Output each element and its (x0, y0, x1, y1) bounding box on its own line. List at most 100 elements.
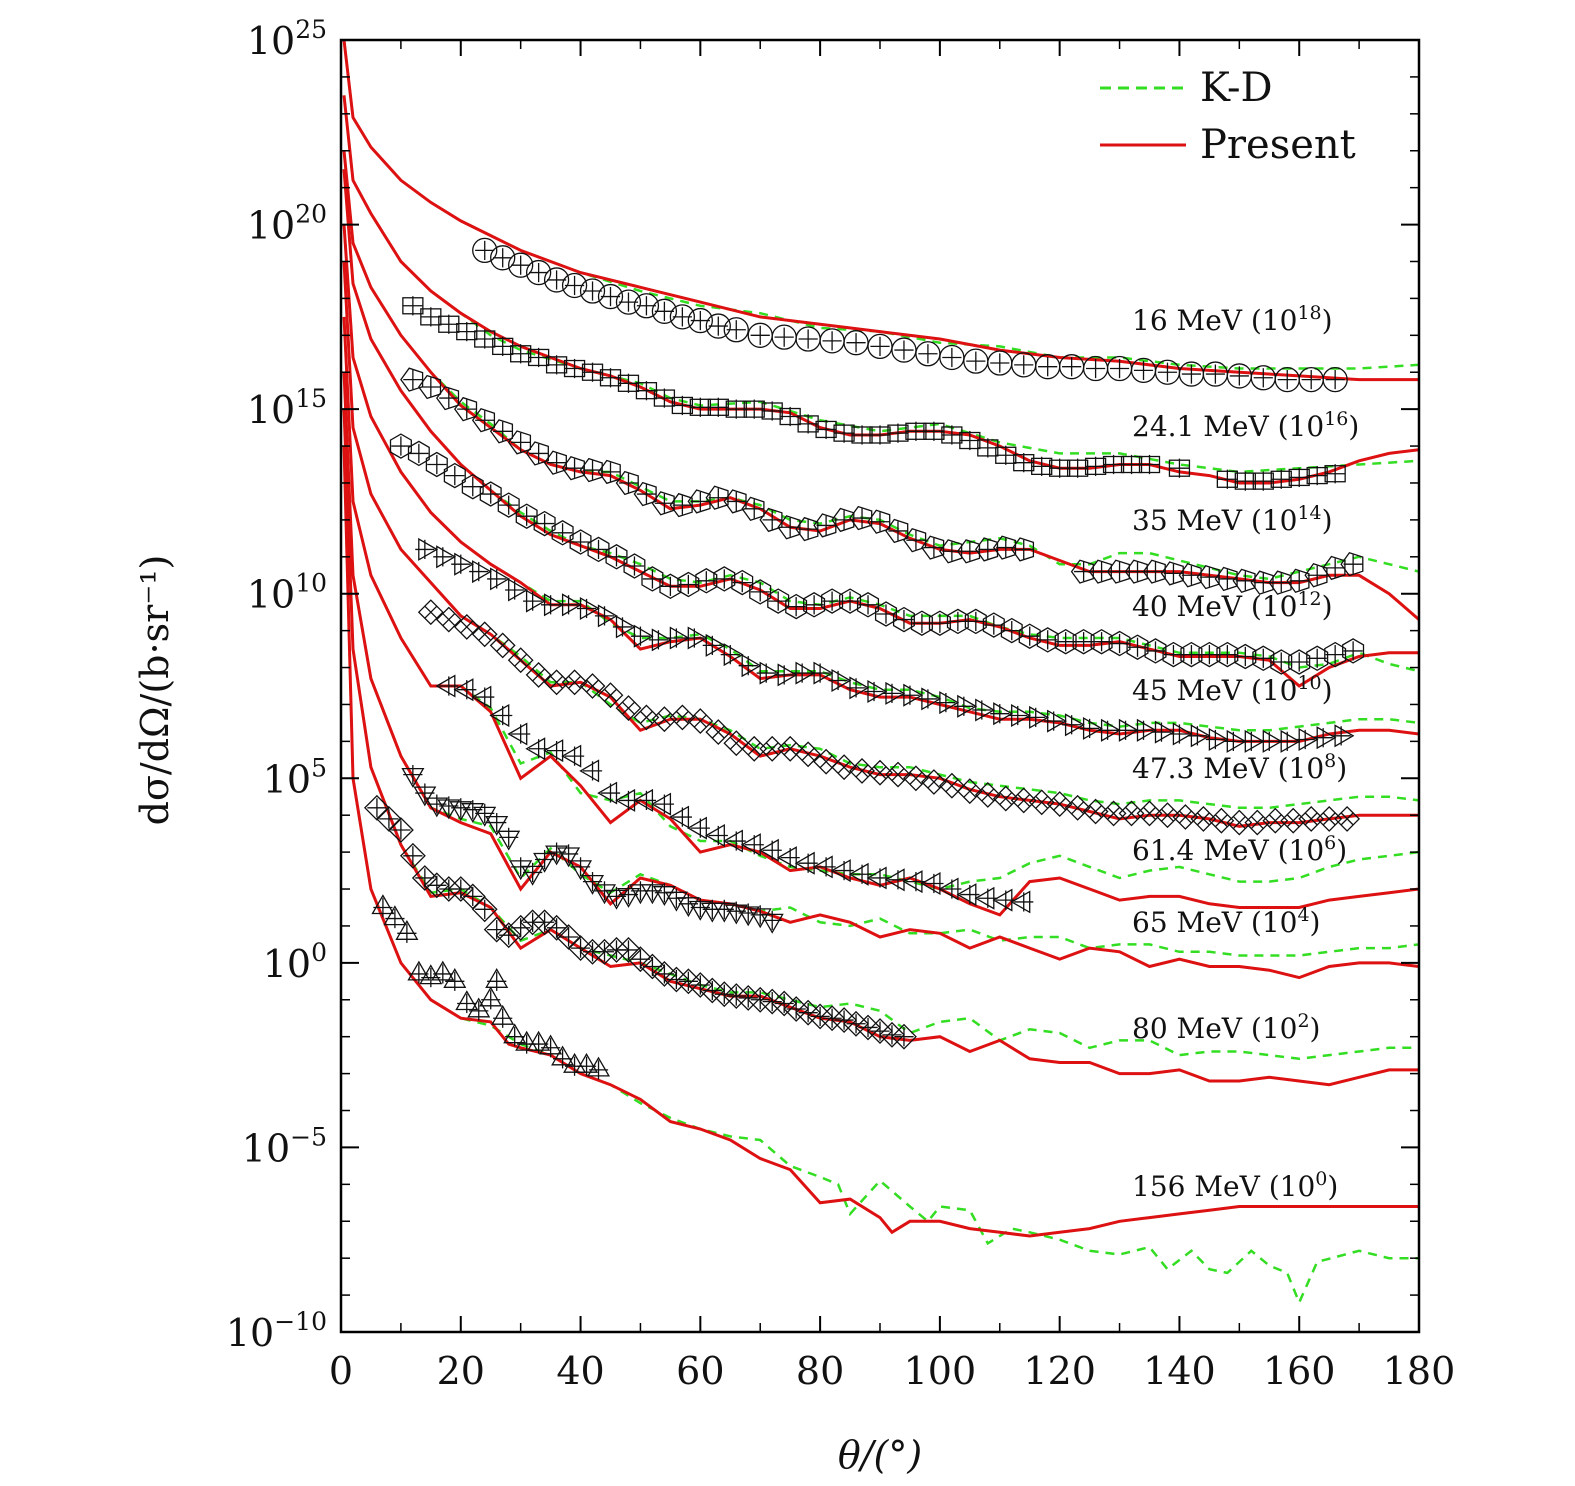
data-point (1013, 453, 1035, 473)
data-point (884, 868, 908, 892)
data-point (756, 661, 780, 685)
data-point (1106, 355, 1133, 382)
data-point (1306, 645, 1329, 672)
data-point (425, 451, 448, 478)
data-point (489, 703, 513, 728)
data-point (641, 566, 664, 592)
data-point (795, 741, 822, 768)
data-point (892, 606, 915, 633)
data-point (569, 857, 593, 881)
y-axis-title: dσ/dΩ/(b·sr⁻¹) (133, 555, 177, 826)
data-point (675, 968, 702, 995)
data-point (507, 722, 531, 746)
data-point (543, 914, 570, 941)
kd-curve-156-MeV (342, 446, 1419, 1306)
kd-curve-61-4-MeV (342, 316, 1419, 891)
data-point (579, 457, 603, 483)
data-point (810, 661, 834, 685)
data-point (497, 492, 520, 518)
data-point (1044, 709, 1067, 733)
data-point (723, 983, 750, 1010)
data-point (453, 678, 477, 702)
legend-kd-label: K-D (1200, 65, 1273, 111)
data-point (797, 414, 819, 434)
data-point (936, 691, 960, 715)
data-point (689, 397, 711, 417)
data-point (774, 663, 798, 687)
data-point (508, 252, 534, 278)
data-point (992, 888, 1016, 912)
data-point (1274, 366, 1300, 393)
data-point (1058, 354, 1085, 380)
data-point (990, 702, 1014, 726)
data-point (831, 754, 858, 781)
data-point (617, 373, 640, 393)
data-point (813, 748, 840, 775)
data-point (723, 730, 750, 757)
data-point (1298, 366, 1324, 393)
data-point (1154, 359, 1181, 385)
present-curve-61-4-MeV (342, 316, 1419, 917)
data-point (417, 599, 444, 626)
data-point (507, 430, 532, 455)
data-point (541, 593, 564, 617)
data-point (485, 968, 509, 991)
data-point (723, 317, 749, 343)
data-point (594, 604, 618, 628)
data-point (848, 862, 872, 886)
data-point (435, 606, 462, 633)
data-point (455, 990, 479, 1014)
data-point (489, 632, 516, 659)
energy-label: 24.1 MeV (1016) (1132, 408, 1359, 443)
data-point (1178, 361, 1205, 387)
data-point (920, 769, 947, 795)
data-point (561, 456, 585, 481)
data-point (705, 823, 728, 848)
axis-layer: 0 20 40 60 80 100 120 140 160 180 1025 1020 1015 1010… (226, 15, 1455, 1393)
data-point (1270, 469, 1292, 489)
data-point (885, 761, 911, 788)
data-point (1280, 807, 1307, 834)
data-point (459, 883, 486, 910)
data-point (551, 520, 574, 546)
data-point (1102, 454, 1125, 475)
data-point (1154, 802, 1181, 829)
data-point (545, 355, 568, 375)
data-point (982, 612, 1005, 638)
data-point (1000, 617, 1023, 644)
data-point (1342, 638, 1365, 664)
data-point (651, 706, 678, 733)
data-point (1304, 563, 1328, 588)
data-point (605, 544, 628, 570)
data-point (1277, 729, 1301, 753)
data-point (1226, 809, 1253, 836)
data-point (749, 579, 772, 605)
data-point (831, 1007, 858, 1034)
energy-label: 47.3 MeV (108) (1132, 750, 1347, 785)
data-point (1064, 794, 1091, 821)
data-point (807, 1003, 834, 1030)
data-point (1270, 649, 1293, 675)
kd-curve-47-3-MeV (342, 261, 1419, 810)
data-point (597, 283, 624, 310)
data-point (472, 237, 498, 264)
data-point (705, 719, 732, 746)
data-point (891, 1023, 917, 1050)
data-point (963, 348, 989, 374)
present-curve-35-MeV (342, 150, 1419, 621)
data-point (1082, 798, 1109, 825)
present-curve-65-MeV (342, 372, 1419, 980)
data-point (738, 654, 762, 678)
data-point (597, 459, 621, 485)
data-point (479, 986, 503, 1010)
data-point (743, 399, 765, 419)
x-tick-label: 80 (796, 1349, 844, 1393)
data-point (612, 615, 636, 639)
data-point (902, 870, 926, 894)
data-point (723, 489, 747, 514)
data-point (928, 610, 951, 636)
data-point (1187, 724, 1211, 748)
data-point (456, 322, 478, 342)
data-point (1178, 563, 1202, 588)
data-point (371, 894, 395, 918)
